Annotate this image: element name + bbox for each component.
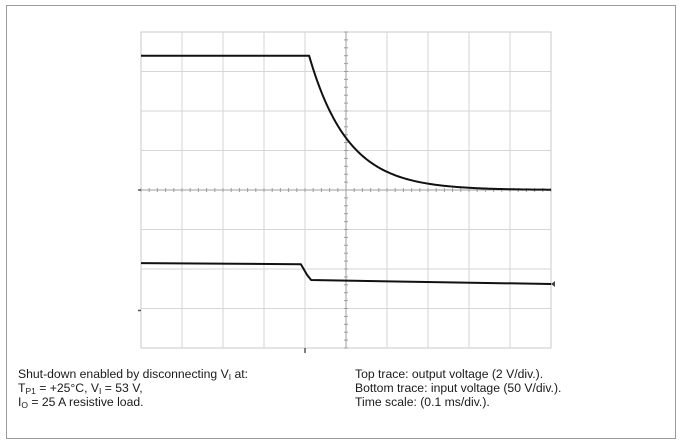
figure-frame [6,5,676,439]
grid [138,31,555,353]
caption-left-line-2: TP1 = +25°C, VI = 53 V, [18,381,143,396]
caption-left-line-1: Shut-down enabled by disconnecting VI at… [18,367,249,382]
caption-right-line-1: Top trace: output voltage (2 V/div.). [355,367,544,381]
trace-line-top [141,54,552,191]
caption-right-line-2: Bottom trace: input voltage (50 V/div.). [355,381,562,395]
caption-left-line-3: IO = 25 A resistive load. [18,395,144,410]
trace-line-bottom [140,262,552,286]
channel-marker-right [551,281,555,288]
traces [140,54,552,286]
caption-right-line-3: Time scale: (0.1 ms/div.). [355,395,490,409]
